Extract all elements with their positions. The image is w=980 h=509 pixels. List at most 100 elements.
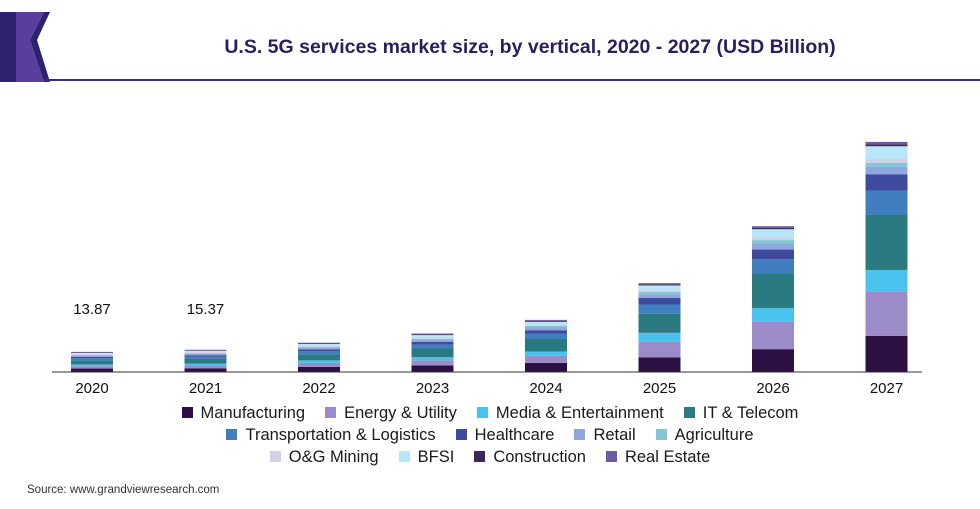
bar-segment-2021-0 bbox=[184, 368, 227, 372]
legend-swatch-icon bbox=[398, 451, 410, 462]
legend-item: Manufacturing bbox=[181, 404, 306, 423]
bar-segment-2021-4 bbox=[184, 356, 227, 359]
bar-segment-2024-3 bbox=[525, 338, 567, 352]
bar-segment-2023-5 bbox=[411, 342, 454, 345]
legend-swatch-icon bbox=[605, 451, 617, 462]
bar-segment-2025-1 bbox=[638, 341, 681, 358]
bar-segment-2023-0 bbox=[411, 365, 454, 372]
bar-segment-2020-9 bbox=[71, 352, 113, 355]
x-tick-label: 2027 bbox=[870, 380, 903, 397]
x-tick-label: 2026 bbox=[756, 380, 789, 397]
legend-item: Agriculture bbox=[655, 426, 754, 445]
legend-label: Manufacturing bbox=[200, 404, 306, 422]
bar-segment-2027-7 bbox=[865, 162, 908, 167]
brand-logo-chevron bbox=[16, 12, 44, 82]
bar-segment-2022-10 bbox=[298, 343, 340, 345]
bar-segment-2026-11 bbox=[752, 226, 794, 228]
bar-segment-2024-7 bbox=[525, 325, 567, 328]
bar-segment-2024-11 bbox=[525, 319, 567, 321]
bar-segment-2023-6 bbox=[411, 339, 454, 343]
chart-title: U.S. 5G services market size, by vertica… bbox=[224, 36, 836, 58]
bar-segment-2023-11 bbox=[411, 333, 454, 335]
bar-segment-2026-3 bbox=[752, 273, 794, 309]
bar-segment-2022-11 bbox=[298, 342, 340, 344]
bar-segment-2027-1 bbox=[865, 291, 908, 336]
legend-item: Retail bbox=[574, 426, 636, 445]
bar-segment-2023-10 bbox=[411, 334, 454, 336]
legend-item: Healthcare bbox=[455, 426, 554, 445]
bar-segment-2025-8 bbox=[638, 290, 681, 293]
legend-item: IT & Telecom bbox=[683, 404, 799, 423]
bar-segment-2026-9 bbox=[752, 229, 794, 238]
legend-swatch-icon bbox=[474, 451, 486, 462]
bar-segment-2022-1 bbox=[298, 362, 340, 367]
x-tick-label: 2021 bbox=[189, 380, 222, 397]
brand-logo-stroke bbox=[30, 12, 50, 82]
bar-segment-2027-4 bbox=[865, 190, 908, 215]
legend-swatch-icon bbox=[325, 407, 337, 418]
bar-segment-2024-0 bbox=[525, 362, 567, 372]
bar-segment-2026-6 bbox=[752, 243, 794, 250]
bar-segment-2024-1 bbox=[525, 355, 567, 363]
bar-segment-2025-9 bbox=[638, 285, 681, 291]
bar-segment-2026-8 bbox=[752, 237, 794, 241]
bar-segment-2024-5 bbox=[525, 330, 567, 334]
bar-segment-2022-3 bbox=[298, 354, 340, 361]
bar-segment-2022-8 bbox=[298, 345, 340, 347]
legend-row-3: O&G Mining BFSI Construction Real Estate bbox=[0, 448, 980, 467]
bar-segment-2024-6 bbox=[525, 327, 567, 331]
bar-segment-2020-0 bbox=[71, 368, 113, 372]
bar-segment-2027-5 bbox=[865, 174, 908, 191]
bar-segment-2025-0 bbox=[638, 357, 681, 372]
legend-label: Agriculture bbox=[674, 426, 754, 444]
bar-segment-2023-8 bbox=[411, 337, 454, 339]
legend-swatch-icon bbox=[574, 429, 586, 440]
x-tick-label: 2020 bbox=[75, 380, 108, 397]
bar-segment-2021-9 bbox=[184, 350, 227, 353]
legend-label: O&G Mining bbox=[288, 448, 379, 466]
legend-swatch-icon bbox=[655, 429, 667, 440]
legend-label: Transportation & Logistics bbox=[245, 426, 436, 444]
bar-segment-2025-4 bbox=[638, 304, 681, 314]
legend-label: Media & Entertainment bbox=[495, 404, 664, 422]
header-banner bbox=[0, 0, 980, 86]
bar-segment-2023-9 bbox=[411, 335, 454, 338]
bar-segment-2024-10 bbox=[525, 320, 567, 322]
bar-segment-2023-7 bbox=[411, 338, 454, 340]
legend-label: IT & Telecom bbox=[702, 404, 799, 422]
bar-segment-2021-8 bbox=[184, 352, 227, 354]
bar-segment-2022-0 bbox=[298, 366, 340, 372]
bar-segment-2026-5 bbox=[752, 249, 794, 260]
bar-segment-2020-7 bbox=[71, 354, 113, 356]
bar-segment-2023-4 bbox=[411, 344, 454, 349]
legend-swatch-icon bbox=[269, 451, 281, 462]
bar-segment-2026-10 bbox=[752, 227, 794, 230]
bar-segment-2025-3 bbox=[638, 313, 681, 333]
legend-label: Construction bbox=[493, 448, 586, 466]
bar-segment-2027-3 bbox=[865, 214, 908, 270]
bar-segment-2025-5 bbox=[638, 297, 681, 305]
bar-segment-2020-6 bbox=[71, 355, 113, 357]
legend-label: Energy & Utility bbox=[344, 404, 457, 422]
bar-segment-2026-4 bbox=[752, 259, 794, 274]
bar-segment-2020-3 bbox=[71, 360, 113, 365]
bar-segment-2025-6 bbox=[638, 294, 681, 298]
bar-segment-2023-1 bbox=[411, 360, 454, 366]
bar-segment-2027-9 bbox=[865, 146, 908, 160]
x-tick-label: 2025 bbox=[643, 380, 676, 397]
legend-item: Media & Entertainment bbox=[476, 404, 664, 423]
legend-label: Real Estate bbox=[624, 448, 711, 466]
bar-segment-2020-8 bbox=[71, 354, 113, 355]
bar-segment-2024-4 bbox=[525, 333, 567, 339]
bar-segment-2027-2 bbox=[865, 269, 908, 292]
bar-segment-2027-10 bbox=[865, 144, 908, 147]
bar-segment-2022-2 bbox=[298, 360, 340, 363]
bar-segment-2025-10 bbox=[638, 284, 681, 286]
total-label: 15.37 bbox=[187, 301, 225, 318]
bar-segment-2021-5 bbox=[184, 355, 227, 357]
legend-swatch-icon bbox=[455, 429, 467, 440]
total-label: 13.87 bbox=[73, 301, 111, 318]
bar-segment-2021-7 bbox=[184, 353, 227, 354]
bar-segment-2026-7 bbox=[752, 240, 794, 244]
bar-segment-2021-3 bbox=[184, 358, 227, 364]
